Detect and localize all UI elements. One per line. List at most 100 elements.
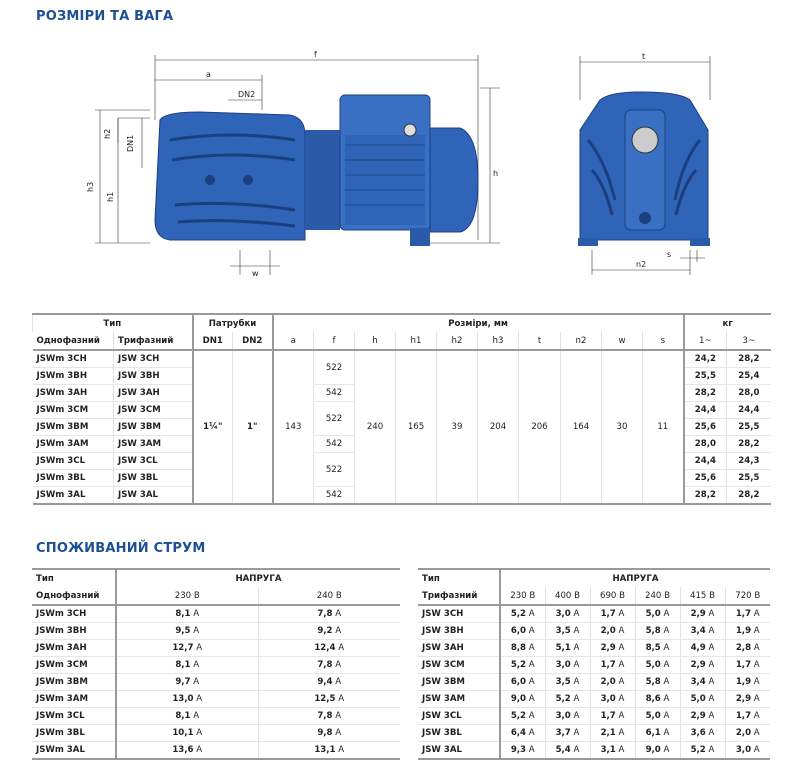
current-number: 3,7 — [555, 728, 571, 738]
current-unit: A — [196, 745, 203, 755]
weight-3ph: 28,2 — [726, 350, 771, 368]
current-unit: A — [708, 711, 715, 721]
current-unit: A — [618, 711, 625, 721]
model-name: JSW 3CH — [418, 605, 500, 623]
header-voltage-column: 720 В — [724, 587, 771, 606]
model-three-phase: JSW 3BL — [112, 469, 193, 487]
current-unit: A — [335, 609, 342, 619]
weight-1ph: 28,0 — [682, 435, 727, 453]
table-row: JSWm 3BL JSW 3BL 25,6 25,5 — [32, 469, 771, 487]
current-value: 13,6 A — [115, 741, 258, 760]
current-number: 13,6 — [172, 745, 194, 755]
model-name: JSW 3AH — [418, 639, 500, 657]
current-unit: A — [193, 711, 200, 721]
current-number: 9,4 — [317, 677, 333, 687]
current-unit: A — [663, 643, 670, 653]
header-type: Тип — [422, 573, 440, 584]
current-number: 1,7 — [600, 609, 616, 619]
current-number: 5,2 — [690, 745, 706, 755]
current-unit: A — [618, 609, 625, 619]
current-value: 2,9 A — [589, 639, 635, 657]
model-name: JSWm 3AH — [32, 639, 116, 657]
current-value: 5,8 A — [634, 622, 680, 640]
current-value: 3,1 A — [589, 741, 635, 760]
model-single-phase: JSWm 3CM — [32, 401, 114, 419]
dim-label-a: a — [206, 70, 211, 79]
current-value: 9,7 A — [115, 673, 258, 691]
current-unit: A — [618, 728, 625, 738]
h1-value: 165 — [395, 350, 437, 505]
current-number: 5,0 — [645, 711, 661, 721]
current-number: 1,7 — [735, 609, 752, 619]
current-value: 5,2 A — [679, 741, 725, 760]
current-value: 2,9 A — [679, 656, 725, 674]
current-unit: A — [618, 745, 625, 755]
current-unit: A — [753, 643, 760, 653]
model-name: JSWm 3BL — [32, 724, 116, 742]
current-unit: A — [573, 609, 580, 619]
model-single-phase: JSWm 3AH — [32, 384, 114, 402]
current-number: 1,7 — [600, 711, 616, 721]
current-unit: A — [573, 728, 580, 738]
dim-label-h: h — [493, 169, 498, 178]
current-unit: A — [573, 745, 580, 755]
header-voltage: НАПРУГА — [115, 569, 400, 587]
current-value: 9,8 A — [257, 724, 400, 742]
dim-label-f: f — [314, 50, 317, 59]
current-value: 9,3 A — [499, 741, 545, 760]
current-unit: A — [708, 745, 715, 755]
current-unit: A — [528, 745, 535, 755]
current-number: 2,0 — [735, 728, 752, 738]
current-value: 6,1 A — [634, 724, 680, 742]
table-row: JSWm 3AL 13,6 A 13,1 A — [32, 741, 400, 760]
header-single-phase: Однофазний — [32, 587, 116, 606]
current-value: 6,4 A — [499, 724, 545, 742]
current-unit: A — [618, 643, 625, 653]
model-name: JSW 3AL — [418, 741, 500, 760]
current-number: 8,5 — [645, 643, 661, 653]
current-value: 7,8 A — [257, 605, 400, 623]
model-three-phase: JSW 3AH — [112, 384, 193, 402]
pump-side-drawing: f a DN2 h2 DN1 h3 h1 h w — [86, 50, 500, 278]
model-three-phase: JSW 3BM — [112, 418, 193, 436]
current-number: 2,8 — [735, 643, 752, 653]
current-value: 7,8 A — [257, 707, 400, 725]
section-title-current: СПОЖИВАНИЙ СТРУМ — [36, 541, 206, 556]
dim-label-h2: h2 — [103, 129, 112, 139]
current-number: 5,8 — [645, 677, 661, 687]
model-single-phase: JSWm 3BM — [32, 418, 114, 436]
current-unit: A — [753, 745, 760, 755]
dim-label-h1: h1 — [106, 192, 115, 202]
header-t: t — [518, 332, 561, 351]
current-unit: A — [193, 626, 200, 636]
model-name: JSWm 3AL — [32, 741, 116, 760]
current-unit: A — [708, 660, 715, 670]
f-value: 542 — [313, 384, 355, 402]
table-row: JSWm 3AL JSW 3AL 542 28,2 28,2 — [32, 486, 771, 505]
header-dn2: DN2 — [232, 332, 273, 351]
header-voltage-column: 230 В — [499, 587, 545, 606]
header-voltage-column: 400 В — [544, 587, 590, 606]
current-unit: A — [708, 677, 715, 687]
current-value: 5,0 A — [634, 605, 680, 623]
dim-label-s: s — [667, 250, 671, 259]
current-number: 5,0 — [645, 609, 661, 619]
weight-3ph: 28,2 — [726, 435, 771, 453]
current-value: 9,0 A — [634, 741, 680, 760]
weight-1ph: 25,6 — [682, 469, 727, 487]
current-number: 3,1 — [600, 745, 616, 755]
table-row: JSWm 3AH JSW 3AH 542 28,2 28,0 — [32, 384, 771, 402]
model-name: JSW 3BL — [418, 724, 500, 742]
current-value: 2,1 A — [589, 724, 635, 742]
header-three-phase: Трифазний — [112, 332, 193, 351]
current-value: 1,7 A — [589, 605, 635, 623]
current-number: 5,1 — [555, 643, 571, 653]
current-unit: A — [573, 643, 580, 653]
header-s: s — [642, 332, 684, 351]
current-unit: A — [618, 626, 625, 636]
f-value: 522 — [313, 401, 355, 436]
current-unit: A — [528, 711, 535, 721]
weight-3ph: 28,0 — [726, 384, 771, 402]
table-row: JSWm 3CL 8,1 A 7,8 A — [32, 707, 400, 725]
current-number: 5,2 — [510, 609, 527, 619]
